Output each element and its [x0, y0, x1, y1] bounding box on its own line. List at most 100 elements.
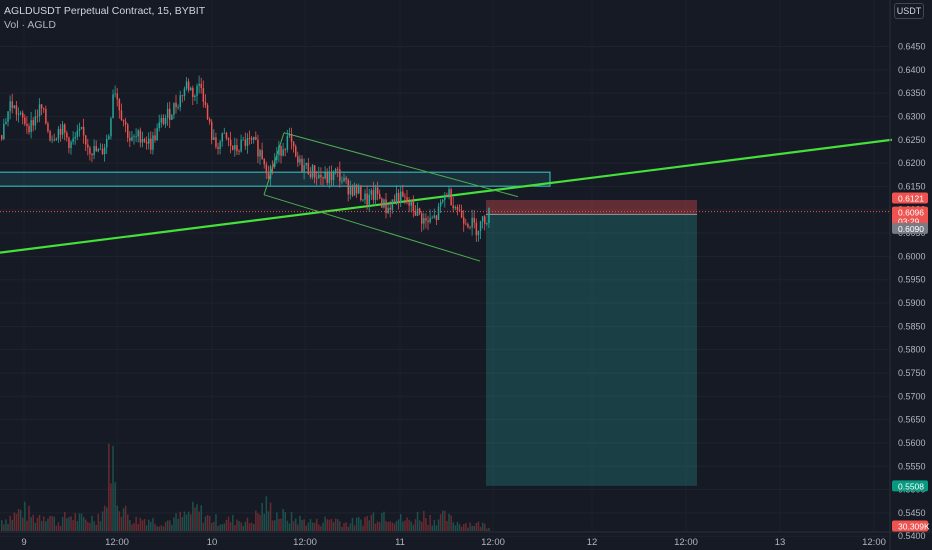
volume-bar	[43, 516, 45, 531]
volume-bar	[156, 526, 158, 531]
trendline	[0, 138, 893, 254]
candle-body	[353, 184, 356, 196]
candle-body	[120, 110, 123, 121]
candle-body	[421, 213, 423, 224]
candle-body	[97, 149, 100, 152]
volume-bar	[448, 513, 450, 531]
candle-body	[318, 174, 320, 179]
volume-bar	[57, 522, 60, 531]
candle-body	[368, 194, 370, 205]
candle-body	[322, 176, 324, 179]
volume-bar	[267, 511, 270, 531]
volume-bar	[292, 521, 295, 531]
candle-body	[108, 136, 110, 139]
candle-body	[284, 149, 286, 151]
volume-bar	[395, 520, 398, 531]
volume-bar	[47, 518, 49, 531]
candle-body	[253, 136, 255, 140]
candle-body	[13, 105, 16, 108]
volume-bar	[190, 514, 192, 531]
candle-body	[177, 107, 179, 108]
candle-body	[240, 139, 242, 152]
channel-upper-line	[283, 132, 519, 198]
candle-body	[154, 135, 156, 141]
volume-bar	[133, 523, 135, 531]
volume-bar	[213, 521, 215, 531]
volume-bar	[158, 526, 160, 531]
candle-body	[202, 87, 205, 102]
volume-bar	[61, 517, 64, 531]
candle-body	[22, 112, 24, 118]
candle-body	[15, 105, 18, 115]
candle-body	[198, 83, 200, 86]
candle-body	[219, 141, 221, 149]
volume-bar	[313, 522, 316, 531]
volume-bar	[301, 519, 303, 531]
candle-body	[448, 189, 450, 196]
candle-body	[236, 145, 238, 152]
volume-bar	[229, 522, 232, 531]
volume-bar	[131, 524, 133, 531]
volume-bar	[381, 512, 383, 531]
volume-bar	[55, 525, 58, 531]
candle-body	[471, 217, 473, 228]
volume-bar	[183, 511, 186, 531]
price-tick-label: 0.5650	[898, 415, 926, 425]
candle-body	[248, 137, 251, 139]
volume-bar	[22, 517, 24, 531]
volume-bar	[34, 522, 37, 531]
volume-bar	[460, 526, 463, 531]
last-price-badge-text: 03:29	[898, 217, 920, 227]
volume-bar	[45, 521, 47, 531]
time-tick-label: 11	[395, 537, 405, 548]
candle-body	[208, 119, 211, 122]
candle-body	[225, 132, 228, 139]
volume-bar	[217, 525, 219, 531]
currency-button[interactable]: USDT	[894, 3, 924, 19]
volume-bar	[435, 525, 438, 531]
time-axis[interactable]: 9 12:00 10 12:00 11 12:00 12 12:00 13 12:00	[21, 537, 886, 548]
drawing-layer[interactable]	[0, 132, 893, 262]
candle-body	[282, 149, 284, 156]
volume-bar	[379, 522, 381, 531]
volume-bar	[334, 518, 337, 531]
volume-bar	[339, 521, 341, 531]
candle-body	[68, 137, 70, 148]
volume-bar	[93, 521, 95, 531]
candle-body	[271, 166, 274, 168]
candle-body	[349, 186, 352, 195]
volume-legend[interactable]: Vol · AGLD	[4, 19, 56, 31]
symbol-title[interactable]: AGLDUSDT Perpetual Contract, 15, BYBIT	[4, 5, 206, 17]
volume-bar	[240, 522, 242, 531]
volume-bar	[307, 522, 310, 531]
volume-bar	[393, 523, 396, 531]
candle-body	[40, 104, 43, 109]
volume-bar	[40, 521, 43, 531]
candle-body	[3, 124, 5, 140]
volume-bar	[414, 519, 417, 531]
price-tick-label: 0.6250	[898, 135, 926, 145]
channel-lower-line	[263, 194, 481, 262]
volume-bar	[137, 524, 139, 531]
volume-bar	[337, 519, 339, 531]
volume-bar	[263, 513, 265, 531]
candle-body	[454, 206, 457, 209]
short-position-tool[interactable]	[486, 199, 697, 486]
candle-body	[402, 191, 404, 197]
candle-body	[358, 185, 360, 194]
volume-bar	[246, 517, 249, 531]
volume-bar	[328, 519, 331, 531]
volume-bars	[1, 443, 490, 531]
candle-body	[34, 116, 37, 126]
candle-body	[32, 120, 34, 126]
volume-bar	[162, 526, 165, 531]
candle-body	[181, 95, 184, 97]
volume-bar	[72, 520, 74, 531]
candle-body	[303, 165, 305, 172]
volume-bar	[120, 516, 123, 531]
candle-body	[171, 115, 173, 120]
candle-body	[416, 208, 419, 216]
candle-body	[175, 102, 177, 108]
